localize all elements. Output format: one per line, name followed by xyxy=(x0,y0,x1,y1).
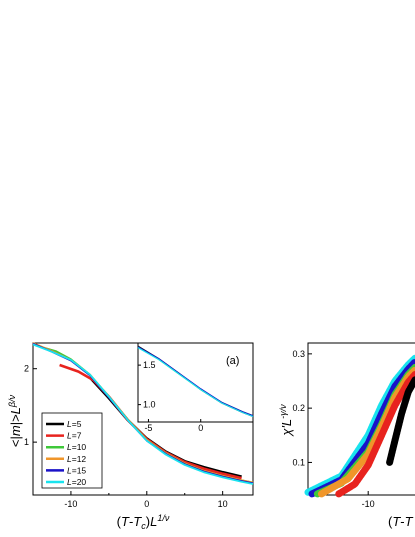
inset-curves xyxy=(137,345,254,418)
inset-y-tick-label: 1.0 xyxy=(143,400,156,410)
inset-y-tick-label: 1.5 xyxy=(143,360,156,370)
b-y-tick-label: 0.3 xyxy=(292,349,305,359)
panel-a-ticks: -10 0 10 1 2 xyxy=(24,364,228,509)
inset-x-tick-label: -5 xyxy=(144,423,152,433)
panel-b-curves xyxy=(304,354,415,498)
band-l-5 xyxy=(386,376,415,466)
legend-label-l-20: L=20 xyxy=(67,477,86,487)
y-tick-label: 1 xyxy=(24,437,29,447)
panel-a-curves xyxy=(32,342,254,485)
legend-label-l-15: L=15 xyxy=(67,465,86,475)
series-line-l-20 xyxy=(32,343,254,485)
panel-a-ylabel: <|m|>Lβ/ν xyxy=(7,394,23,447)
legend-label-l-7: L=7 xyxy=(67,431,82,441)
panel-a-xlabel: (T-Tc)L1/ν xyxy=(117,513,170,531)
b-x-tick-label: -10 xyxy=(362,499,375,509)
legend-box xyxy=(41,412,103,489)
panel-a-label: (a) xyxy=(226,355,239,367)
legend: L=5 L=7L=10 L=12L=15 L=20 xyxy=(41,412,103,489)
inset-x-tick-label: 0 xyxy=(198,423,203,433)
x-tick-label: 0 xyxy=(144,499,149,509)
legend-label-l-12: L=12 xyxy=(67,454,86,464)
b-y-tick-label: 0.1 xyxy=(292,457,305,467)
band-l-7 xyxy=(335,371,415,498)
x-tick-label: 10 xyxy=(218,499,228,509)
inset-line-l-20 xyxy=(137,347,254,418)
legend-label-l-10: L=10 xyxy=(67,442,86,452)
legend-label-l-5: L=5 xyxy=(67,419,82,429)
panel-b-frame xyxy=(307,342,415,496)
panel-b-ticks: -10 0.1 0.2 0.3 xyxy=(292,349,374,509)
inset-ticks: -5 0 1.0 1.5 xyxy=(138,360,203,433)
y-tick-label: 2 xyxy=(24,364,29,374)
panel-b-xlabel: (T-T xyxy=(388,514,414,529)
b-y-tick-label: 0.2 xyxy=(292,403,305,413)
x-tick-label: -10 xyxy=(64,499,77,509)
panel-b-ylabel: χ'L-γ/ν xyxy=(278,404,294,437)
inset-line-l-15 xyxy=(137,346,254,417)
